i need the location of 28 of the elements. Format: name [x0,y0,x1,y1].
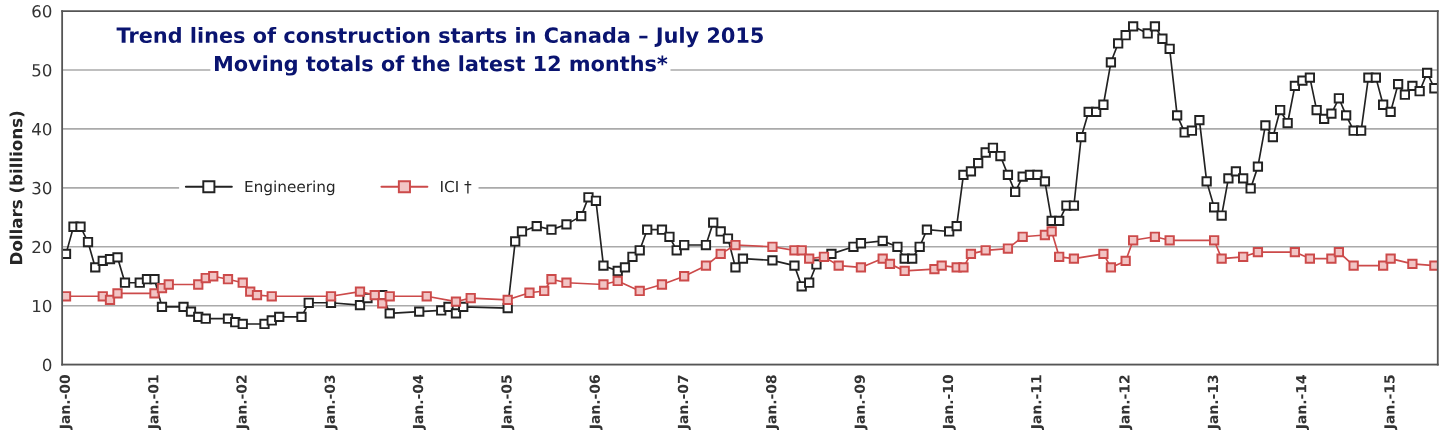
y-tick-label: 10 [33,299,52,313]
y-tick-label: 40 [32,122,52,136]
x-tick-label: Jan.-02 [236,375,250,430]
y-axis-title: Dollars (billions) [9,111,25,264]
x-tick-label: Jan.-10 [942,375,956,430]
text: Moving totals of the latest 12 months* [214,55,668,76]
x-tick-label: Jan.-13 [1207,375,1221,430]
y-tick-label: 50 [32,63,52,77]
y-tick-label: 30 [32,181,52,195]
x-tick-label: Jan.-09 [854,375,868,430]
y-tick-label: 60 [32,5,52,18]
x-tick-label: Jan.-14 [1296,375,1309,430]
legend-label: Engineering [245,180,335,196]
x-tick-label: Jan.-15 [1384,375,1398,430]
x-tick-label: Jan.-04 [412,375,426,430]
text: Trend lines of construction starts in Canada – July 2015 [116,26,763,48]
x-tick-label: Jan.-00 [59,375,73,430]
y-tick-label: 20 [32,240,52,254]
y-tick-label: 0 [42,358,52,372]
x-tick-label: Jan.-06 [589,375,603,430]
x-tick-label: Jan.-05 [501,375,515,430]
x-tick-label: Jan.-03 [324,375,338,430]
x-tick-label: Jan.-07 [677,375,691,430]
x-tick-label: Jan.-11 [1031,375,1045,430]
x-tick-label: Jan.-01 [148,375,162,430]
x-tick-label: Jan.-08 [765,375,780,430]
legend-label: ICI † [441,180,472,194]
x-tick-label: Jan.-12 [1119,375,1133,430]
